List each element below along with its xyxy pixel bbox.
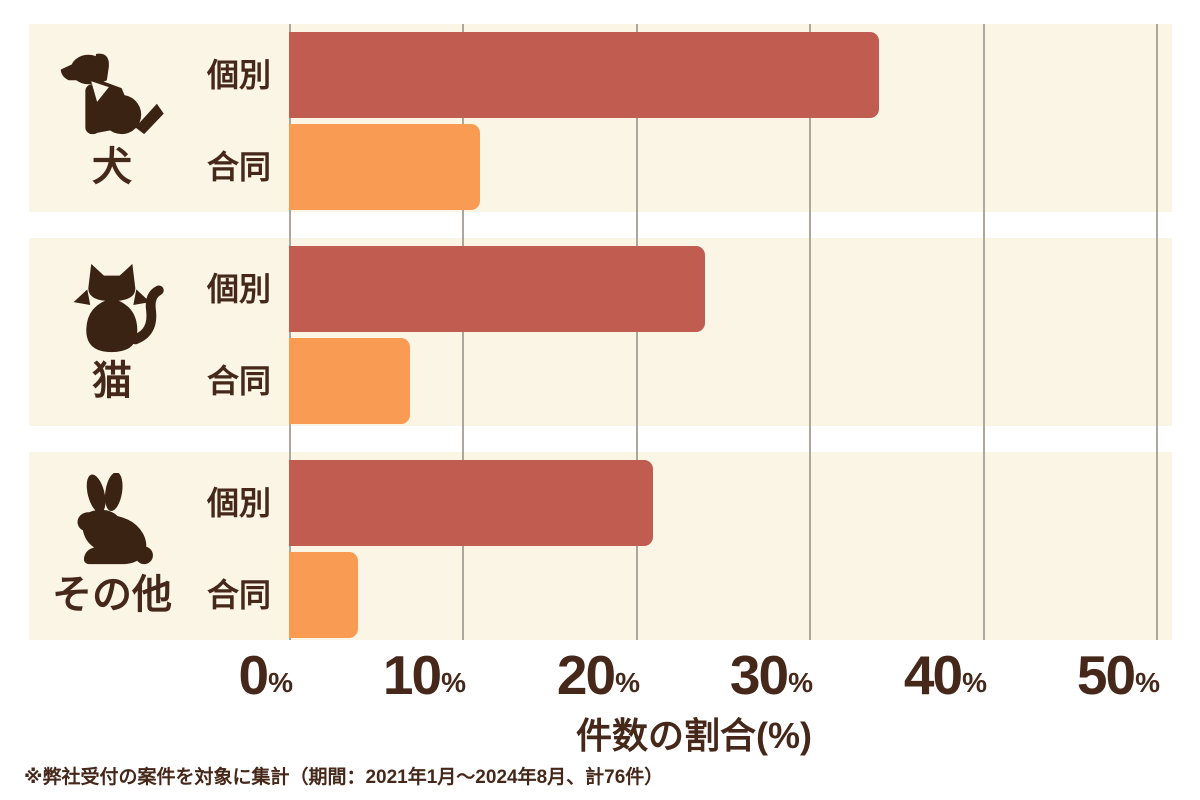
percent-suffix: %: [268, 667, 293, 698]
x-tick-0: 0%: [238, 644, 294, 706]
x-tick-30: 30%: [729, 644, 813, 706]
gridline-50: [1156, 24, 1158, 640]
dog-icon: [33, 44, 191, 144]
x-axis-title: 件数の割合(%): [576, 715, 812, 756]
category-column-other: その他: [33, 452, 191, 640]
bar-other-joint: [289, 552, 358, 638]
gridline-30: [809, 24, 811, 640]
category-label-other: その他: [52, 573, 172, 617]
percent-suffix: %: [441, 667, 466, 698]
bar-dog-individual: [289, 32, 879, 118]
x-tick-40: 40%: [903, 644, 987, 706]
bar-label-cat-individual: 個別: [206, 271, 271, 307]
bar-cat-individual: [289, 246, 705, 332]
footnote: ※弊社受付の案件を対象に集計（期間：2021年1月～2024年8月、計76件）: [24, 767, 664, 788]
bar-label-other-joint: 合同: [206, 577, 271, 613]
gridline-10: [462, 24, 464, 640]
rabbit-icon: [33, 472, 191, 572]
category-label-dog: 犬: [92, 145, 132, 189]
bar-dog-joint: [289, 124, 480, 210]
gridline-20: [636, 24, 638, 640]
bar-label-dog-individual: 個別: [206, 57, 271, 93]
gridline-0: [289, 24, 291, 640]
x-tick-50: 50%: [1076, 644, 1160, 706]
bar-label-other-individual: 個別: [206, 485, 271, 521]
category-column-dog: 犬: [33, 24, 191, 212]
bar-label-dog-joint: 合同: [206, 149, 271, 185]
x-tick-20: 20%: [556, 644, 640, 706]
percent-suffix: %: [1135, 667, 1160, 698]
percent-suffix: %: [615, 667, 640, 698]
category-column-cat: 猫: [33, 238, 191, 426]
bar-cat-joint: [289, 338, 410, 424]
cat-icon: [33, 258, 191, 358]
group-panel-other: その他 個別 合同: [29, 452, 1172, 640]
group-panel-cat: 猫 個別 合同: [29, 238, 1172, 426]
percent-suffix: %: [788, 667, 813, 698]
percent-suffix: %: [962, 667, 987, 698]
gridline-40: [983, 24, 985, 640]
x-tick-10: 10%: [382, 644, 466, 706]
bar-other-individual: [289, 460, 653, 546]
group-panel-dog: 犬 個別 合同: [29, 24, 1172, 212]
bar-label-cat-joint: 合同: [206, 363, 271, 399]
category-label-cat: 猫: [92, 359, 132, 403]
